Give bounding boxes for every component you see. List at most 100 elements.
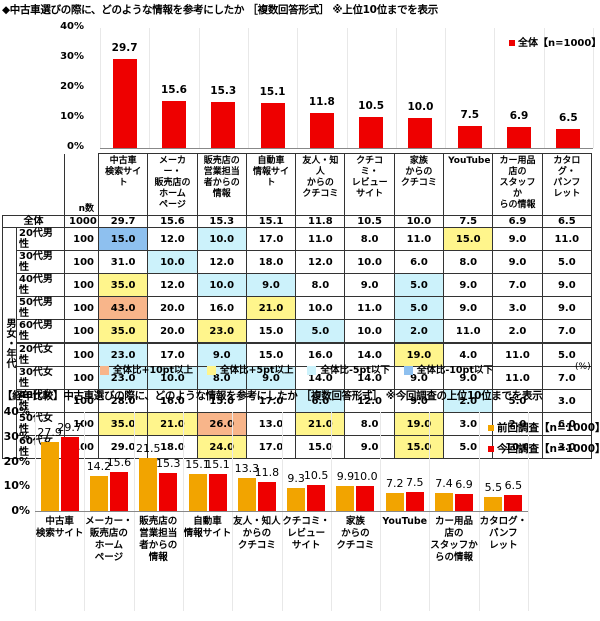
table-row: 60代女性10029.018.024.017.015.09.015.05.010… <box>3 435 592 459</box>
table-cell: 11.0 <box>393 227 445 251</box>
table-cell: 9.0 <box>541 273 592 297</box>
bar-value-label: 10.5 <box>303 469 329 482</box>
header-line: 者からの <box>203 178 240 188</box>
bar-current <box>307 485 326 511</box>
table-row: 60代男性 100 35.0 20.0 23.0 15.0 5.0 10.0 2.0 11.0 2.… <box>2 319 592 344</box>
label-line: サイト <box>291 540 321 551</box>
x-tick-label: 販売店の 営業担当 者からの 情報 <box>133 516 183 564</box>
column-header: YouTube <box>443 153 494 216</box>
row-n: 100 <box>64 273 99 297</box>
table-row: 40代男性 100 35.0 12.0 10.0 9.0 8.0 9.0 5.0 9.0 7.0 9.… <box>3 273 592 297</box>
x-axis <box>35 511 528 512</box>
header-line: 家族 <box>409 156 428 166</box>
header-line: 自動車 <box>257 156 285 166</box>
table-cell: 10.0 <box>147 250 198 274</box>
grid-line <box>528 412 529 611</box>
table-cell: 5.0 <box>393 296 445 320</box>
bar-current <box>507 127 532 148</box>
x-tick-label: 家族 からの クチコミ <box>330 516 380 552</box>
table-cell: 10.0 <box>196 273 247 297</box>
header-line: 店の <box>508 167 527 177</box>
bar-current <box>359 116 384 148</box>
bar-value-label: 15.6 <box>106 456 132 470</box>
table-cell: 5.0 <box>393 273 445 297</box>
y-tick-label: 10% <box>3 479 30 493</box>
bar-previous <box>188 473 207 511</box>
table-cell: 9.0 <box>245 366 297 390</box>
table-cell: 12.0 <box>147 273 198 297</box>
table-cell: 10.0 <box>147 366 198 390</box>
grid-line <box>445 28 447 148</box>
bar-value-label: 6.9 <box>455 477 473 491</box>
label-line: 店の <box>444 528 464 539</box>
legend-swatch <box>403 366 413 375</box>
table-cell: 10.0 <box>393 215 445 228</box>
label-line: 販売店の <box>89 528 128 539</box>
legend-label: 前回調査【n=1000】 <box>497 422 600 434</box>
table-cell: 9.0 <box>492 227 543 251</box>
table-cell: 5.0 <box>541 342 592 367</box>
row-n: 100 <box>64 319 99 344</box>
bar-current <box>405 492 424 511</box>
table-cell: 21.0 <box>295 412 346 436</box>
grid-line <box>149 28 151 148</box>
row-n: 1000 <box>64 215 99 228</box>
table-cell: 17.0 <box>245 435 297 459</box>
bar-value-label: 27.9 <box>37 425 62 439</box>
bar-current <box>109 472 128 511</box>
y-tick-label: 40% <box>3 405 30 418</box>
header-line: 販売店の <box>154 178 191 188</box>
header-line: 中古車 <box>109 156 137 166</box>
bar-value-label: 9.9 <box>336 470 355 484</box>
bar-current <box>260 102 285 148</box>
row-label: 20代女性 <box>16 342 65 367</box>
y-tick-label: 20% <box>3 454 30 468</box>
table-cell: 5.0 <box>443 435 494 459</box>
table-cell: 5.0 <box>541 250 592 274</box>
legend-item: 前回調査【n=1000】 <box>488 420 600 435</box>
label-line: ページ <box>94 552 124 563</box>
header-line: ページ <box>159 200 186 210</box>
bar-value-label: 13.3 <box>234 462 260 476</box>
bar-current <box>161 101 186 148</box>
bar-previous <box>435 492 454 511</box>
y-tick-label: 0% <box>11 504 30 517</box>
label-line: 家族 <box>345 516 365 527</box>
row-n: 100 <box>64 342 99 367</box>
bar-previous <box>139 457 158 511</box>
table-cell: 2.0 <box>443 389 494 413</box>
table-cell: 7.0 <box>492 273 543 297</box>
bar-value-label: 15.1 <box>185 457 210 471</box>
header-line: 情報サイト <box>253 167 290 188</box>
table-cell: 3.0 <box>541 435 592 459</box>
table-cell: 29.0 <box>97 435 149 459</box>
legend-swatch <box>307 366 317 375</box>
table-cell: 3.0 <box>443 412 494 436</box>
row-label: 30代男性 <box>16 250 65 274</box>
bar-value-label: 10.0 <box>407 101 434 113</box>
bar-previous <box>484 497 503 511</box>
header-line: 検索サイト <box>105 167 142 188</box>
table-cell: 11.0 <box>344 296 395 320</box>
bar-current <box>457 125 482 148</box>
column-header: 家族 からの クチコミ <box>393 153 445 216</box>
header-line: からの <box>306 178 334 188</box>
table-cell: 29.7 <box>97 215 149 228</box>
label-line: 検索サイト <box>35 528 84 539</box>
row-n: 100 <box>64 227 99 251</box>
table-cell: 5.0 <box>295 319 346 344</box>
table-cell: 20.0 <box>147 319 198 344</box>
table-cell: 2.0 <box>492 319 543 344</box>
table-cell: 4.0 <box>443 342 494 367</box>
bar-current <box>208 473 227 511</box>
label-line: 自動車 <box>193 516 222 527</box>
table-cell: 10.0 <box>295 296 346 320</box>
legend-item: 全体比+10pt以上 <box>100 365 193 376</box>
header-line: 友人・知人 <box>302 156 339 177</box>
bar-value-label: 15.3 <box>156 457 181 471</box>
table-cell: 7.0 <box>541 319 592 344</box>
bar-previous <box>336 486 355 511</box>
bar-value-label: 15.6 <box>160 84 187 97</box>
x-tick-label: YouTube <box>380 516 430 528</box>
label-line: YouTube <box>382 516 428 527</box>
